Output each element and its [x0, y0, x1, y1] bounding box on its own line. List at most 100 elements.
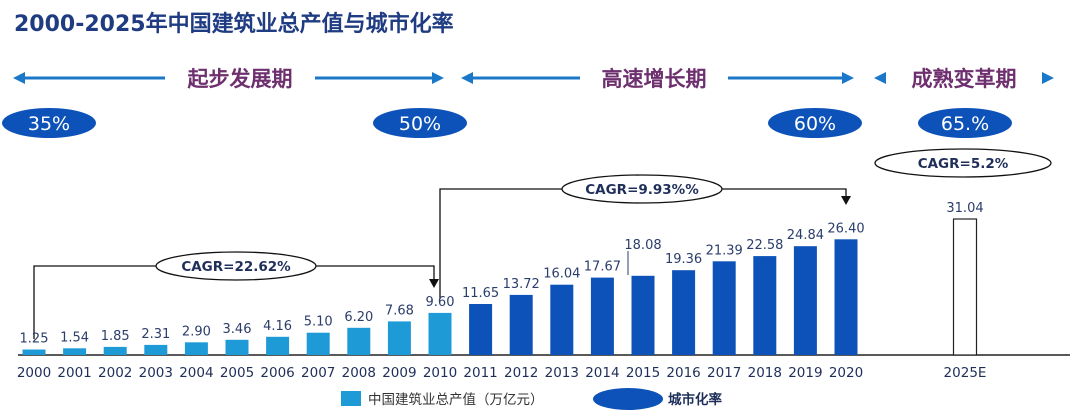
bar-2004	[184, 342, 208, 355]
bar-2009	[387, 321, 411, 355]
x-tick-2015: 2015	[626, 365, 660, 381]
legend-ellipse-label: 城市化率	[668, 391, 722, 408]
value-label-2011: 11.65	[462, 286, 499, 301]
bar-2008	[347, 327, 371, 355]
x-tick-2013: 2013	[545, 365, 579, 381]
value-label-2016: 19.36	[665, 252, 702, 267]
cagr-arrowhead-2	[841, 196, 851, 205]
value-label-2025E: 31.04	[946, 201, 983, 216]
bar-2005	[225, 339, 249, 355]
value-label-2003: 2.31	[141, 327, 170, 342]
urbanization-label-2: 50%	[399, 113, 441, 135]
phase2-arrow-left-head	[461, 72, 473, 84]
value-label-2009: 7.68	[385, 303, 414, 318]
phase-arrows	[13, 72, 1054, 84]
cagr-arrowheads	[429, 196, 851, 288]
x-tick-2012: 2012	[504, 365, 538, 381]
phase2-arrow-right-head	[842, 72, 854, 84]
value-label-2013: 16.04	[543, 267, 580, 282]
value-label-2001: 1.54	[60, 330, 89, 345]
legend-bar-swatch	[341, 391, 361, 406]
phase-label-3: 成熟变革期	[912, 67, 1017, 91]
x-tick-2025E: 2025E	[944, 365, 987, 381]
x-tick-2006: 2006	[260, 365, 294, 381]
x-tick-2000: 2000	[17, 365, 51, 381]
bar-2017	[712, 261, 736, 355]
value-label-2020: 26.40	[827, 221, 864, 236]
value-label-2015: 18.08	[624, 238, 661, 253]
bar-2011	[469, 304, 493, 355]
urbanization-label-1: 35%	[28, 113, 70, 135]
x-tick-2011: 2011	[463, 365, 497, 381]
bar-2018	[753, 256, 777, 355]
legend-ellipse-swatch	[593, 388, 663, 410]
x-tick-labels-group: 2000 2001 2002 2003 2004 2005 2006 2007 2008 2009…	[17, 365, 987, 381]
bar-2013	[550, 284, 574, 355]
x-tick-2016: 2016	[666, 365, 700, 381]
x-tick-2008: 2008	[342, 365, 376, 381]
bar-2012	[509, 294, 533, 355]
x-tick-2009: 2009	[382, 365, 416, 381]
bar-2010	[428, 312, 452, 355]
value-labels-group: 1.25 1.54 1.85 2.31 2.90 3.46 4.16 5.10 6.20 7.68…	[20, 201, 984, 347]
value-label-2008: 6.20	[344, 310, 373, 325]
cagr-label-2: CAGR=9.93%%	[585, 182, 699, 198]
urbanization-marker-1	[2, 108, 96, 138]
value-label-2002: 1.85	[101, 329, 130, 344]
bar-2007	[306, 332, 330, 355]
bars-group	[22, 218, 978, 356]
legend-bar-label: 中国建筑业总产值（万亿元）	[368, 392, 544, 408]
bar-2006	[266, 336, 290, 355]
phase1-arrow-right-head	[432, 72, 444, 84]
bar-2003	[144, 344, 168, 355]
value-label-2017: 21.39	[706, 243, 743, 258]
cagr-bubble-1	[155, 251, 317, 281]
bar-2000	[22, 349, 46, 355]
urbanization-label-3: 60%	[794, 113, 836, 135]
x-tick-2020: 2020	[829, 365, 863, 381]
urbanization-marker-4	[918, 108, 1012, 138]
value-label-2018: 22.58	[746, 238, 783, 253]
x-tick-2005: 2005	[220, 365, 254, 381]
x-tick-2018: 2018	[748, 365, 782, 381]
phase-label-2: 高速增长期	[602, 67, 707, 91]
bar-2001	[63, 348, 87, 355]
urbanization-label-4: 65.%	[941, 113, 989, 135]
x-tick-2014: 2014	[585, 365, 619, 381]
bar-2014	[590, 277, 614, 355]
cagr-bubble-2	[561, 174, 723, 204]
urbanization-marker-3	[768, 108, 862, 138]
x-tick-2004: 2004	[179, 365, 213, 381]
bar-2002	[103, 346, 127, 355]
urbanization-marker-2	[373, 108, 467, 138]
x-tick-2017: 2017	[707, 365, 741, 381]
bar-2025E	[952, 218, 978, 356]
cagr-arrowhead-1	[429, 279, 439, 288]
bar-2019	[793, 246, 817, 355]
bar-2016	[672, 270, 696, 355]
value-label-2000: 1.25	[20, 332, 49, 347]
x-tick-2003: 2003	[139, 365, 173, 381]
value-label-2014: 17.67	[584, 260, 621, 275]
value-label-2006: 4.16	[263, 319, 292, 334]
x-tick-2007: 2007	[301, 365, 335, 381]
value-label-2019: 24.84	[787, 228, 824, 243]
x-tick-2002: 2002	[98, 365, 132, 381]
phase3-arrow-right-head	[1042, 72, 1054, 84]
value-label-2004: 2.90	[182, 324, 211, 339]
cagr-label-3: CAGR=5.2%	[918, 156, 1009, 172]
chart-title: 2000-2025年中国建筑业总产值与城市化率	[14, 12, 454, 37]
value-label-2007: 5.10	[304, 315, 333, 330]
bar-2020	[834, 239, 858, 355]
value-label-2010: 9.60	[426, 295, 455, 310]
x-tick-2001: 2001	[57, 365, 91, 381]
bar-2015	[631, 275, 655, 355]
phase1-arrow-left-head	[13, 72, 25, 84]
cagr-bubble-3	[874, 148, 1052, 178]
phase3-arrow-left-head	[874, 72, 886, 84]
cagr-label-1: CAGR=22.62%	[181, 259, 291, 275]
x-tick-2019: 2019	[788, 365, 822, 381]
value-label-2005: 3.46	[223, 322, 252, 337]
phase-label-1: 起步发展期	[187, 67, 293, 91]
